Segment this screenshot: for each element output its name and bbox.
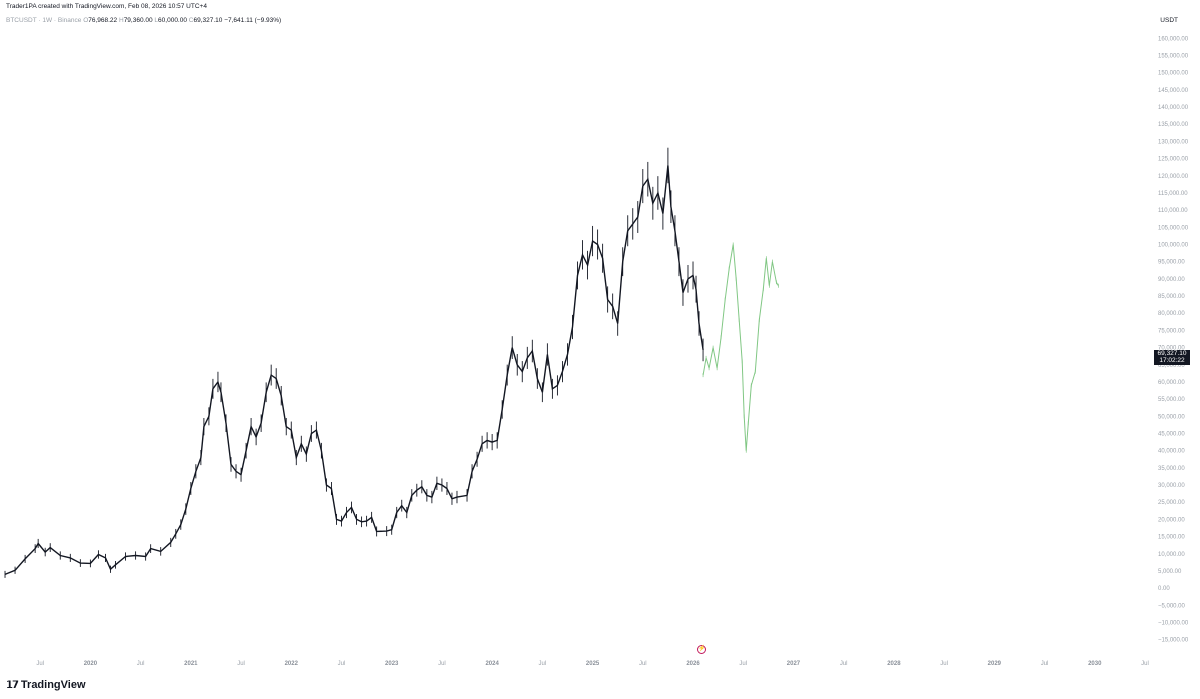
- y-tick-label: 5,000.00: [1158, 569, 1182, 575]
- time-axis[interactable]: Jul 2020 Jul 2021 Jul 2022 Jul 2023 Jul 2024 Jul 20…: [36, 661, 1148, 667]
- y-tick-label: 75,000.00: [1158, 328, 1185, 334]
- change-value: −7,641.11 (−9.93%): [224, 17, 282, 24]
- x-tick-label: Jul: [237, 661, 245, 667]
- price-axis[interactable]: −15,000.00 −10,000.00 −5,000.00 0.00 5,000.0…: [1158, 36, 1189, 643]
- high-value: 79,360.00: [123, 17, 153, 24]
- x-tick-label: 2021: [184, 661, 198, 667]
- y-tick-label: −15,000.00: [1158, 638, 1189, 644]
- lightning-icon[interactable]: ⚡: [697, 645, 706, 654]
- x-tick-label: Jul: [1141, 661, 1149, 667]
- x-tick-label: 2024: [485, 661, 499, 667]
- tv-brand-text: TradingView: [20, 679, 86, 691]
- y-tick-label: 65,000.00: [1158, 363, 1185, 369]
- y-tick-label: 160,000.00: [1158, 36, 1189, 42]
- projection-series-line: [702, 244, 779, 451]
- y-tick-label: 20,000.00: [1158, 517, 1185, 523]
- y-tick-label: 95,000.00: [1158, 260, 1185, 266]
- x-tick-label: 2020: [84, 661, 98, 667]
- symbol-line[interactable]: BTCUSDT · 1W · Binance: [6, 17, 82, 24]
- x-tick-label: 2022: [285, 661, 299, 667]
- open-label: O: [83, 17, 89, 24]
- y-tick-label: −5,000.00: [1158, 603, 1186, 609]
- x-tick-label: Jul: [840, 661, 848, 667]
- y-tick-label: 85,000.00: [1158, 294, 1185, 300]
- x-tick-label: 2028: [887, 661, 901, 667]
- y-tick-label: 130,000.00: [1158, 139, 1189, 145]
- x-tick-label: 2029: [988, 661, 1002, 667]
- y-tick-label: 150,000.00: [1158, 71, 1189, 77]
- y-tick-label: 45,000.00: [1158, 432, 1185, 438]
- tradingview-logo[interactable]: 𝟭𝟳 TradingView: [6, 679, 86, 691]
- x-tick-label: Jul: [1041, 661, 1049, 667]
- y-tick-label: 80,000.00: [1158, 311, 1185, 317]
- y-tick-label: 90,000.00: [1158, 277, 1185, 283]
- y-tick-label: 125,000.00: [1158, 157, 1189, 163]
- high-label: H: [118, 17, 124, 24]
- close-value: 69,327.10: [193, 17, 223, 24]
- y-tick-label: 140,000.00: [1158, 105, 1189, 111]
- y-tick-label: 60,000.00: [1158, 380, 1185, 386]
- y-tick-label: −10,000.00: [1158, 621, 1189, 627]
- series-layer: [4, 147, 779, 578]
- tv-logo-mark: 𝟭𝟳: [6, 679, 19, 691]
- x-tick-label: Jul: [438, 661, 446, 667]
- y-tick-label: 25,000.00: [1158, 500, 1185, 506]
- y-tick-label: 115,000.00: [1158, 191, 1188, 197]
- y-tick-label: 55,000.00: [1158, 397, 1185, 403]
- y-tick-label: 40,000.00: [1158, 449, 1185, 455]
- current-price-value: 69,327.10: [1157, 350, 1187, 357]
- x-tick-label: Jul: [739, 661, 747, 667]
- open-value: 76,968.22: [88, 17, 118, 24]
- x-tick-label: 2025: [586, 661, 600, 667]
- y-tick-label: 155,000.00: [1158, 53, 1189, 59]
- low-label: L: [154, 17, 159, 24]
- current-price-tag: 69,327.10 17:02:22: [1154, 350, 1190, 365]
- y-tick-label: 120,000.00: [1158, 174, 1189, 180]
- chart-credit: Trader1PA created with TradingView.com, …: [6, 3, 207, 10]
- x-tick-label: 2030: [1088, 661, 1102, 667]
- y-tick-label: 135,000.00: [1158, 122, 1189, 128]
- x-tick-label: 2027: [787, 661, 801, 667]
- y-tick-label: 30,000.00: [1158, 483, 1185, 489]
- x-tick-label: Jul: [539, 661, 547, 667]
- low-value: 60,000.00: [158, 17, 187, 24]
- ohlc-legend: BTCUSDT · 1W · Binance O76,968.22 H79,36…: [6, 17, 281, 24]
- price-series-line: [4, 165, 704, 576]
- y-tick-label: 145,000.00: [1158, 88, 1189, 94]
- y-tick-label: 50,000.00: [1158, 414, 1185, 420]
- x-tick-label: 2023: [385, 661, 399, 667]
- y-tick-label: 15,000.00: [1158, 535, 1185, 541]
- y-tick-label: 110,000.00: [1158, 208, 1188, 214]
- close-label: C: [188, 17, 194, 24]
- x-tick-label: Jul: [639, 661, 647, 667]
- x-tick-label: Jul: [338, 661, 346, 667]
- currency-label[interactable]: USDT: [1160, 17, 1178, 24]
- y-tick-label: 10,000.00: [1158, 552, 1185, 558]
- y-tick-label: 35,000.00: [1158, 466, 1185, 472]
- x-tick-label: Jul: [36, 661, 44, 667]
- y-tick-label: 105,000.00: [1158, 225, 1189, 231]
- x-tick-label: Jul: [940, 661, 948, 667]
- y-tick-label: 100,000.00: [1158, 242, 1189, 248]
- y-tick-label: 0.00: [1158, 586, 1170, 592]
- bar-countdown: 17:02:22: [1159, 357, 1185, 364]
- y-tick-label: 70,000.00: [1158, 346, 1185, 352]
- x-tick-label: 2026: [686, 661, 700, 667]
- x-tick-label: Jul: [137, 661, 145, 667]
